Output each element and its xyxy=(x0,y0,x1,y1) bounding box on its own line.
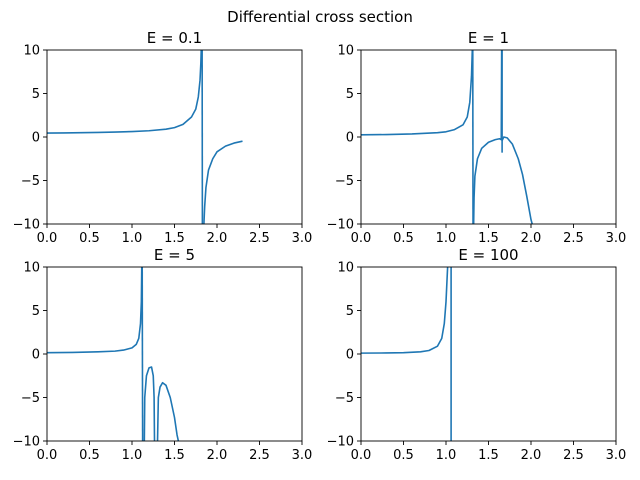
y-tick-label: 0 xyxy=(346,131,354,146)
x-tick-label: 0.0 xyxy=(351,448,372,463)
series-line-1-segment-4 xyxy=(156,381,180,441)
y-tick-label: −5 xyxy=(21,174,40,189)
x-tick-label: 2.5 xyxy=(563,448,584,463)
x-tick-label: 2.5 xyxy=(249,231,270,246)
x-tick-label: 2.0 xyxy=(207,448,228,463)
y-tick-label: 5 xyxy=(346,304,354,319)
x-tick-label: 1.0 xyxy=(436,448,457,463)
series-line-1-segment-1 xyxy=(47,267,143,354)
series-line-1-segment-3 xyxy=(203,140,243,224)
x-tick-label: 3.0 xyxy=(606,231,627,246)
x-tick-label: 0.0 xyxy=(37,231,58,246)
series-line-1-segment-1 xyxy=(361,267,449,354)
y-tick-label: 0 xyxy=(32,131,40,146)
y-tick-label: 10 xyxy=(23,261,40,276)
x-tick-label: 1.0 xyxy=(122,448,143,463)
x-tick-label: 2.5 xyxy=(249,448,270,463)
x-tick-label: 3.0 xyxy=(292,231,313,246)
plot-frame xyxy=(360,49,617,225)
chart-panel-1: 0.0 0.5 1.0 1.5 2.0 2.5 3.0 10 5 0 −5 −10 E = 0.1 xyxy=(13,29,313,246)
y-tick-label: −10 xyxy=(327,435,354,450)
y-tick-label: 10 xyxy=(337,44,354,59)
chart-panel-2: 0.0 0.5 1.0 1.5 2.0 2.5 3.0 10 5 0 −5 −10 E = 1 xyxy=(327,29,627,246)
plot-frame xyxy=(46,49,303,225)
x-tick-label: 2.0 xyxy=(207,231,228,246)
x-tick-label: 3.0 xyxy=(606,448,627,463)
x-tick-label: 1.5 xyxy=(164,448,185,463)
y-tick-label: −10 xyxy=(13,435,40,450)
y-tick-label: −10 xyxy=(13,218,40,233)
panel-title: E = 5 xyxy=(154,246,195,264)
y-tick-label: 5 xyxy=(32,87,40,102)
series-line-1-segment-1 xyxy=(361,50,474,136)
y-tick-label: 0 xyxy=(346,348,354,363)
panel-title: E = 100 xyxy=(458,246,518,264)
panel-title: E = 0.1 xyxy=(147,29,202,47)
x-tick-label: 2.0 xyxy=(521,448,542,463)
plot-frame xyxy=(360,266,617,442)
x-tick-label: 1.5 xyxy=(164,231,185,246)
chart-panel-3: 0.0 0.5 1.0 1.5 2.0 2.5 3.0 10 5 0 −5 −10 E = 5 xyxy=(13,246,313,463)
y-tick-label: 10 xyxy=(23,44,40,59)
y-tick-label: −10 xyxy=(327,218,354,233)
y-tick-label: −5 xyxy=(335,391,354,406)
y-tick-label: 5 xyxy=(32,304,40,319)
y-tick-label: 0 xyxy=(32,348,40,363)
y-tick-label: 10 xyxy=(337,261,354,276)
x-tick-label: 1.5 xyxy=(478,231,499,246)
x-tick-label: 1.0 xyxy=(436,231,457,246)
figure-suptitle: Differential cross section xyxy=(227,8,413,26)
x-tick-label: 2.0 xyxy=(521,231,542,246)
chart-panel-4: 0.0 0.5 1.0 1.5 2.0 2.5 3.0 10 5 0 −5 −10 E = 100 xyxy=(327,246,627,463)
x-tick-label: 0.5 xyxy=(393,448,414,463)
x-tick-label: 1.0 xyxy=(122,231,143,246)
series-line-1-segment-3 xyxy=(143,366,156,441)
y-tick-label: −5 xyxy=(335,174,354,189)
x-tick-label: 0.0 xyxy=(37,448,58,463)
panel-title: E = 1 xyxy=(468,29,509,47)
series-line-1-segment-3 xyxy=(472,50,503,224)
x-tick-label: 0.5 xyxy=(393,231,414,246)
x-tick-label: 0.0 xyxy=(351,231,372,246)
series-line-1-segment-5 xyxy=(501,136,534,224)
series-line-1-segment-1 xyxy=(47,50,203,134)
x-tick-label: 3.0 xyxy=(292,448,313,463)
x-tick-label: 0.5 xyxy=(79,231,100,246)
x-tick-label: 0.5 xyxy=(79,448,100,463)
x-tick-label: 1.5 xyxy=(478,448,499,463)
y-tick-label: −5 xyxy=(21,391,40,406)
y-tick-label: 5 xyxy=(346,87,354,102)
x-tick-label: 2.5 xyxy=(563,231,584,246)
